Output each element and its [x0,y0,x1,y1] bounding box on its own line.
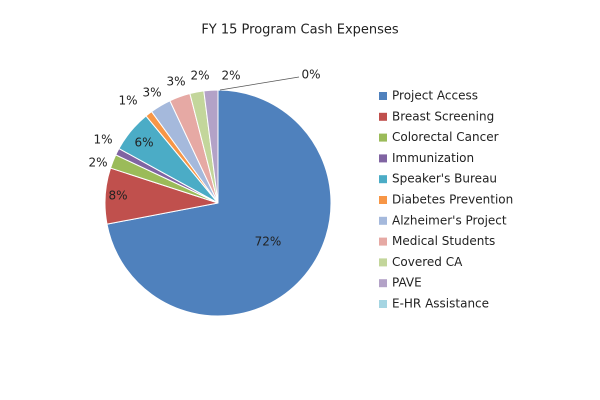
legend-swatch [379,154,387,163]
legend-swatch [379,175,387,184]
legend-label: Medical Students [392,234,495,248]
pie-slice [106,89,332,317]
legend-label: Colorectal Cancer [392,130,499,144]
data-label: 1% [93,133,112,147]
legend-swatch [379,196,387,204]
data-label: 3% [142,86,161,100]
legend-label: Covered CA [392,255,463,269]
legend-label: E-HR Assistance [392,297,489,311]
legend-swatch [379,133,387,142]
chart-title: FY 15 Program Cash Expenses [201,23,399,38]
data-label: 2% [190,69,209,83]
legend-label: Immunization [392,151,474,165]
data-label: 1% [118,94,137,108]
legend-swatch [379,92,387,100]
legend-swatch [379,237,387,246]
legend-label: Speaker's Bureau [392,172,497,186]
legend-swatch [379,279,387,288]
data-label: 3% [166,75,185,89]
legend-swatch [379,258,387,267]
data-label: 6% [134,136,153,150]
legend-label: Alzheimer's Project [392,213,507,227]
data-label: 2% [221,69,240,83]
legend-swatch [379,112,387,121]
legend-label: PAVE [392,276,422,290]
legend-swatch [379,300,387,308]
legend-label: Diabetes Prevention [392,193,513,207]
legend-label: Project Access [392,89,478,103]
data-label: 2% [88,156,107,170]
data-label: 8% [108,189,127,203]
leader-line [219,76,300,91]
legend-label: Breast Screening [392,109,494,123]
data-label: 72% [255,235,282,249]
legend-swatch [379,216,387,225]
data-label: 0% [301,68,320,82]
